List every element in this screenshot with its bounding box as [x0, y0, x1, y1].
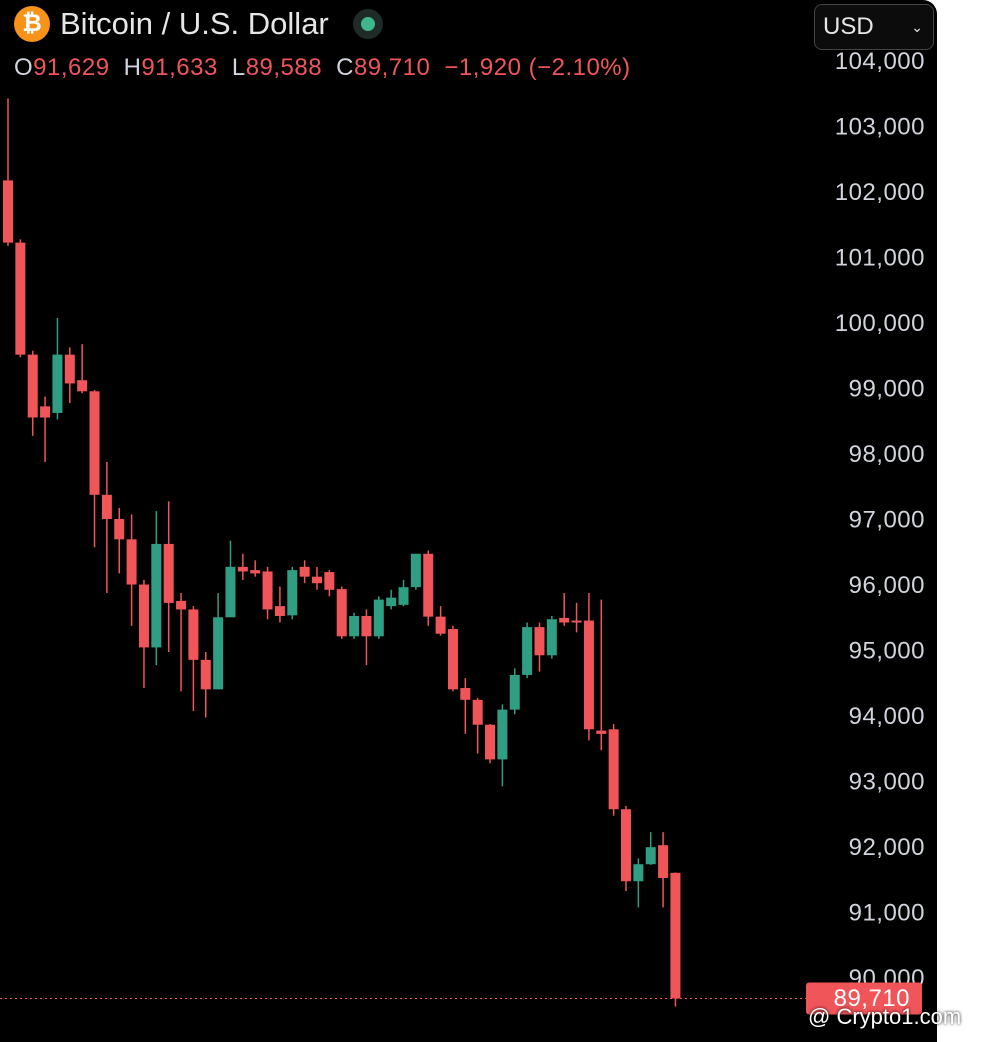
y-tick-label: 96,000: [849, 572, 925, 599]
candle-body: [225, 566, 236, 618]
y-tick-label: 101,000: [835, 244, 925, 271]
candle-body: [64, 354, 75, 384]
y-tick-label: 91,000: [849, 899, 925, 926]
coin-icon: ₿: [14, 6, 50, 42]
chart: 90,00091,00092,00093,00094,00095,00096,0…: [0, 48, 925, 1015]
candle-body: [312, 576, 322, 584]
y-tick-label: 102,000: [835, 179, 925, 206]
ohlc-key: L: [231, 54, 246, 81]
candle-body: [213, 617, 224, 690]
candle-body: [435, 616, 446, 634]
candle-body: [163, 543, 174, 603]
candle-body: [40, 406, 51, 418]
candle-body: [460, 688, 471, 700]
last-price-box: [806, 982, 922, 1015]
y-tick-label: 104,000: [835, 48, 925, 75]
ohlc-value: 91,633: [141, 54, 218, 81]
price-change: −1,920 (−2.10%): [444, 54, 631, 81]
ohlc-value: 91,629: [33, 54, 110, 81]
candle-body: [101, 494, 112, 520]
candle-body: [324, 572, 335, 590]
ohlc-value: 89,588: [245, 54, 323, 81]
y-tick-label: 100,000: [835, 310, 925, 337]
candle-body: [559, 617, 570, 623]
candle-body: [633, 864, 644, 882]
candle-body: [349, 615, 360, 637]
candle-body: [188, 609, 199, 660]
y-tick-label: 94,000: [849, 703, 925, 730]
candle-body: [670, 872, 681, 999]
candle-body: [52, 354, 63, 413]
candle-body: [336, 589, 347, 637]
candle-body: [89, 391, 100, 495]
y-tick-label: 97,000: [849, 506, 925, 533]
candle-body: [608, 729, 619, 810]
candle-body: [27, 354, 38, 418]
chart-frame: 90,000 91,000 92,000 93,000 94,000 95,000 96,0…: [0, 0, 937, 1042]
header: ₿ Bitcoin / U.S. Dollar: [14, 6, 383, 42]
watermark: @ Crypto1.com: [808, 1004, 962, 1029]
candle-body: [299, 566, 310, 577]
candle-body: [138, 584, 149, 648]
candle-body: [287, 570, 298, 616]
candle-body: [472, 699, 483, 725]
candle-body: [237, 566, 248, 572]
symbol-title: Bitcoin / U.S. Dollar: [60, 6, 329, 41]
candle-body: [509, 674, 520, 710]
candle-body: [645, 847, 656, 865]
currency-label: USD: [823, 13, 874, 40]
candle-body: [114, 519, 125, 540]
y-tick-label: 99,000: [849, 375, 925, 402]
candle-body: [583, 620, 594, 730]
candle-body: [621, 809, 631, 882]
candle-body: [658, 845, 669, 878]
candle-body: [522, 627, 533, 675]
candle-body: [596, 730, 607, 734]
candle-body: [274, 606, 285, 616]
ohlc-key: H: [123, 54, 142, 81]
candle-body: [410, 553, 421, 588]
candle-body: [77, 380, 88, 392]
ohlc-key: O: [14, 54, 34, 81]
candle-body: [250, 570, 261, 574]
status-dot: [352, 9, 383, 39]
ohlc-value: 89,710: [353, 54, 431, 81]
candle-body: [361, 615, 372, 637]
candle-body: [534, 627, 545, 656]
candle-body: [423, 553, 434, 617]
candle-body: [373, 599, 384, 637]
candle-body: [176, 600, 187, 610]
candle-body: [151, 543, 162, 648]
y-tick-label: 95,000: [849, 637, 925, 664]
ohlc-row: O91,629 H91,633 L89,588 C89,710 −1,920 (−2.1…: [14, 54, 645, 82]
candle-body: [262, 571, 273, 610]
last-price-label: 89,710: [834, 985, 910, 1012]
y-tick-label: 103,000: [835, 113, 925, 140]
candle-body: [3, 180, 13, 243]
candle-body: [485, 724, 496, 760]
y-tick-label: 92,000: [849, 834, 925, 861]
candle-body: [200, 659, 211, 690]
ohlc-key: C: [336, 54, 354, 81]
candle-body: [15, 242, 26, 355]
y-tick-label: 98,000: [849, 441, 925, 468]
candle-body: [497, 709, 508, 760]
candle-body: [546, 619, 557, 656]
candle-body: [126, 539, 137, 585]
candle-body: [398, 587, 409, 605]
candle-body: [447, 629, 458, 690]
candle-body: [386, 597, 397, 607]
candle-body: [571, 620, 582, 623]
y-tick-label: 93,000: [849, 768, 925, 795]
currency-select[interactable]: USD ⌄: [814, 4, 934, 50]
